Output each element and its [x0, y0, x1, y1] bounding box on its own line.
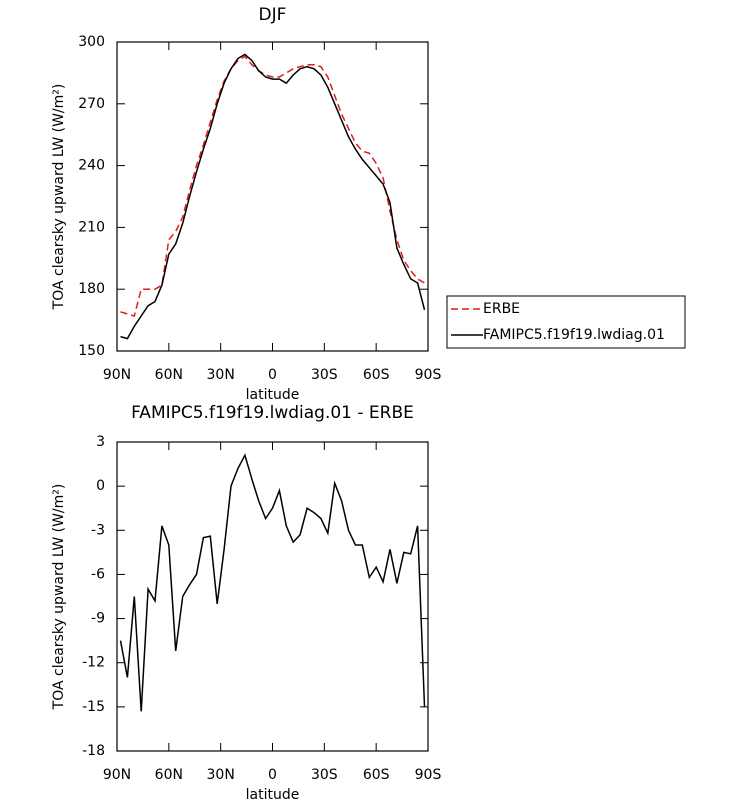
- x-tick-label: 30S: [311, 367, 338, 383]
- y-tick-label: 0: [96, 478, 105, 494]
- chart-title: FAMIPC5.f19f19.lwdiag.01 - ERBE: [131, 403, 414, 423]
- x-tick-label: 60N: [155, 367, 183, 383]
- x-tick-label: 30N: [207, 367, 235, 383]
- y-tick-label: 180: [78, 281, 105, 297]
- data-line: [120, 53, 426, 340]
- y-tick-label: -15: [82, 699, 105, 715]
- y-tick-label: -12: [82, 655, 105, 671]
- data-line: [119, 453, 426, 712]
- x-tick-label: 0: [268, 767, 277, 783]
- y-tick-label: -9: [91, 611, 105, 627]
- x-tick-label: 90N: [103, 767, 131, 783]
- y-tick-label: 210: [78, 219, 105, 235]
- y-tick-label: -18: [82, 743, 105, 759]
- y-tick-label: 300: [78, 34, 105, 50]
- plot-frame: [116, 41, 429, 352]
- x-tick-label: 90N: [103, 367, 131, 383]
- y-tick-label: 150: [78, 343, 105, 359]
- x-tick-label: 30N: [207, 767, 235, 783]
- y-tick-label: 270: [78, 96, 105, 112]
- x-axis-label: latitude: [246, 387, 300, 403]
- x-tick-label: 60S: [363, 767, 390, 783]
- x-tick-label: 30S: [311, 767, 338, 783]
- x-tick-label: 90S: [415, 767, 442, 783]
- x-tick-label: 60N: [155, 767, 183, 783]
- x-axis-label: latitude: [246, 787, 300, 803]
- y-tick-label: 240: [78, 158, 105, 174]
- y-axis-label: TOA clearsky upward LW (W/m²): [51, 84, 67, 311]
- y-axis-label: TOA clearsky upward LW (W/m²): [51, 484, 67, 711]
- legend-label: FAMIPC5.f19f19.lwdiag.01: [483, 327, 665, 343]
- x-tick-label: 0: [268, 367, 277, 383]
- y-tick-label: 3: [96, 434, 105, 450]
- chart-title: DJF: [259, 5, 287, 25]
- data-line: [120, 55, 425, 317]
- y-tick-label: -3: [91, 522, 105, 538]
- legend-box: [446, 295, 686, 349]
- y-tick-label: -6: [91, 566, 105, 582]
- plot-frame: [116, 441, 429, 752]
- legend-label: ERBE: [483, 301, 520, 317]
- x-tick-label: 60S: [363, 367, 390, 383]
- x-tick-label: 90S: [415, 367, 442, 383]
